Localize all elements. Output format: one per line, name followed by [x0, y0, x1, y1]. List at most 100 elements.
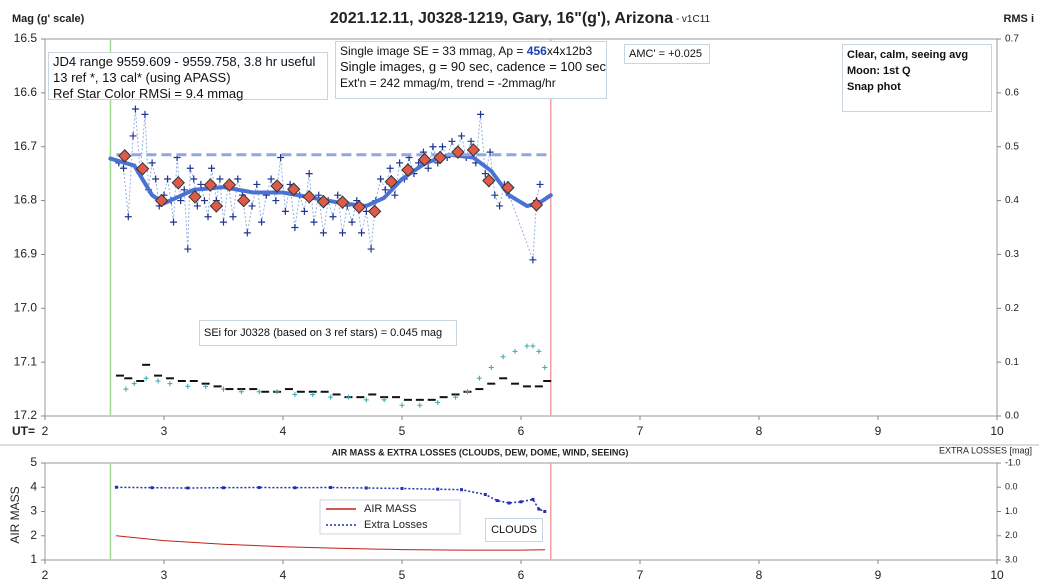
point — [328, 394, 334, 400]
y-axis-title: Mag (g' scale) — [12, 13, 85, 25]
note: Snap phot — [847, 81, 901, 93]
chart-title: 2021.12.11, J0328-1219, Gary, 16"(g'), A… — [330, 10, 711, 27]
point — [491, 191, 499, 199]
point — [424, 164, 432, 172]
line — [115, 535, 546, 551]
point — [329, 485, 333, 489]
point — [185, 383, 191, 389]
average-point — [118, 149, 132, 163]
y2-tick-label: 1.0 — [1005, 506, 1018, 516]
y2-axis-title: EXTRA LOSSES [mag] — [939, 445, 1032, 455]
y2-tick-label: -1.0 — [1005, 457, 1021, 467]
point — [400, 486, 404, 490]
average-point — [529, 198, 544, 212]
point — [305, 170, 313, 178]
note: Single image SE = 33 mmag, Ap = 456x4x12… — [340, 43, 602, 59]
y-tick-label: 4 — [30, 479, 37, 493]
point — [519, 500, 523, 504]
y2-tick-label: 0.1 — [1005, 357, 1019, 368]
y2-tick-label: 0.3 — [1005, 249, 1019, 260]
point — [348, 218, 356, 226]
point — [200, 197, 208, 205]
point — [415, 159, 423, 167]
point — [222, 486, 225, 490]
note: Ext'n = 242 mmag/m, trend = -2mmag/hr — [340, 76, 556, 90]
point — [253, 180, 261, 188]
point — [460, 488, 463, 492]
average-point — [401, 163, 415, 177]
y-tick-label: 17.1 — [14, 354, 38, 368]
point — [129, 132, 137, 140]
point — [358, 229, 366, 237]
point — [319, 229, 327, 237]
point — [131, 381, 137, 387]
point — [234, 175, 242, 183]
average-point — [287, 182, 301, 196]
y2-tick-label: 0.6 — [1005, 87, 1019, 98]
point — [114, 485, 118, 489]
legend-label: AIR MASS — [364, 503, 417, 515]
point — [458, 132, 465, 140]
point — [453, 394, 459, 400]
x-tick-label: 5 — [399, 568, 406, 582]
point — [345, 394, 351, 400]
y2-tick-label: 0.0 — [1005, 482, 1018, 492]
average-point — [209, 199, 224, 213]
conditions-box: Clear, calm, seeing avg Moon: 1st Q Snap… — [842, 44, 992, 112]
x-tick-label: 6 — [518, 424, 525, 438]
point — [396, 159, 404, 167]
y2-tick-label: 0.4 — [1005, 195, 1019, 206]
point — [507, 501, 511, 505]
point — [529, 256, 537, 264]
point — [399, 402, 405, 408]
y-tick-label: 17.2 — [14, 408, 38, 422]
average-point — [154, 193, 169, 208]
average-point — [417, 152, 432, 167]
sei-box: SEi for J0328 (based on 3 ref stars) = 0… — [199, 320, 457, 346]
amc-box: AMC' = +0.025 — [624, 44, 710, 64]
x-tick-label: 2 — [42, 424, 49, 438]
y2-tick-label: 0.2 — [1005, 303, 1019, 314]
y-tick-label: 16.6 — [14, 85, 38, 99]
point — [120, 164, 128, 172]
point — [536, 348, 542, 354]
average-point — [482, 173, 496, 188]
point — [238, 389, 244, 395]
point — [438, 143, 446, 151]
point — [186, 164, 194, 172]
average-point — [451, 145, 465, 159]
x-tick-label: 4 — [280, 424, 287, 438]
point — [464, 389, 470, 395]
average-point — [237, 193, 251, 208]
point — [186, 486, 190, 490]
average-point — [466, 143, 481, 157]
point — [435, 400, 441, 406]
point — [292, 391, 298, 397]
x-tick-label: 3 — [161, 424, 168, 438]
point — [300, 207, 308, 215]
point — [512, 348, 518, 354]
average-point — [433, 150, 447, 165]
average-point — [384, 175, 398, 189]
average-point — [203, 178, 218, 192]
x-tick-label: 5 — [399, 424, 406, 438]
legend — [319, 499, 461, 535]
point — [164, 175, 172, 183]
point — [291, 224, 299, 231]
point — [123, 386, 129, 392]
y-tick-label: 16.8 — [14, 193, 38, 207]
point — [542, 365, 548, 371]
y2-tick-label: 3.0 — [1005, 554, 1018, 564]
subtitle: - v1C11 — [673, 14, 710, 25]
average-point — [316, 194, 331, 209]
average-point — [335, 195, 350, 209]
point — [267, 175, 275, 183]
point — [367, 245, 375, 253]
x-axis-title: UT= — [12, 424, 35, 438]
x-tick-label: 9 — [875, 568, 882, 582]
average-point — [222, 178, 237, 192]
info-box: Single image SE = 33 mmag, Ap = 456x4x12… — [335, 41, 607, 99]
point — [216, 175, 224, 183]
